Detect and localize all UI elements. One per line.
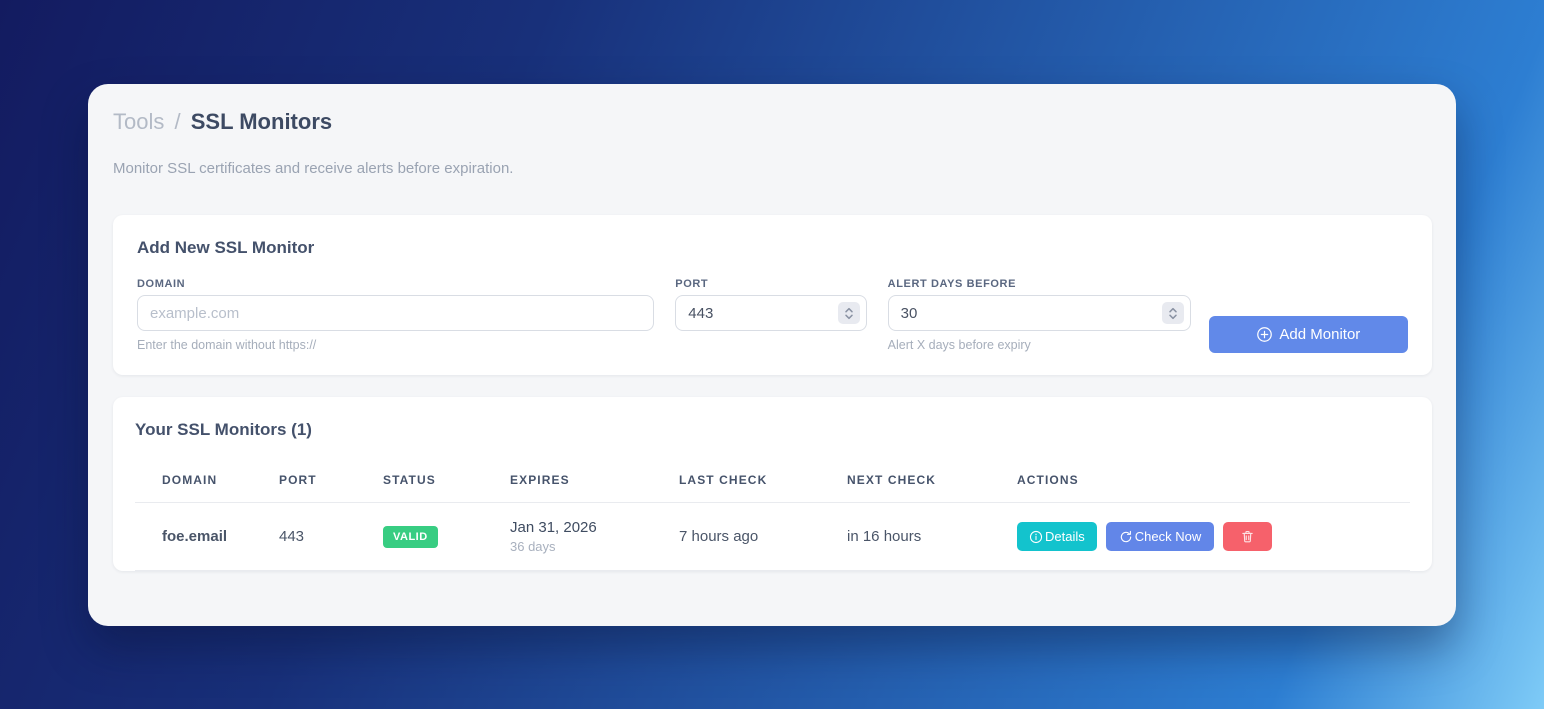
trash-icon: [1240, 529, 1255, 544]
add-monitor-button[interactable]: Add Monitor: [1208, 316, 1409, 353]
domain-input[interactable]: [137, 295, 655, 331]
column-header-expires: EXPIRES: [510, 445, 679, 503]
expires-days-remaining: 36 days: [510, 539, 556, 554]
column-header-actions: ACTIONS: [1017, 445, 1410, 503]
main-card: Tools / SSL Monitors Monitor SSL certifi…: [88, 84, 1456, 626]
check-now-button[interactable]: Check Now: [1105, 522, 1215, 551]
alert-days-label: ALERT DAYS BEFORE: [887, 278, 1017, 290]
breadcrumb-separator: /: [174, 109, 181, 134]
alert-days-field-group: ALERT DAYS BEFORE Alert X days before ex…: [887, 277, 1191, 353]
monitor-port: 443: [279, 502, 383, 571]
column-header-domain: DOMAIN: [135, 445, 279, 503]
chevron-up-down-icon: [844, 307, 853, 319]
refresh-icon: [1119, 530, 1133, 544]
port-input[interactable]: [675, 295, 867, 331]
monitor-domain: foe.email: [135, 502, 279, 571]
monitors-table: DOMAIN PORT STATUS EXPIRES LAST CHECK NE…: [135, 445, 1410, 571]
alert-days-hint: Alert X days before expiry: [887, 338, 1031, 352]
info-circle-icon: [1029, 530, 1043, 544]
domain-label: DOMAIN: [137, 278, 186, 290]
table-header-row: DOMAIN PORT STATUS EXPIRES LAST CHECK NE…: [135, 445, 1410, 503]
status-badge: VALID: [383, 525, 438, 548]
add-monitor-form: DOMAIN Enter the domain without https://…: [137, 277, 1409, 353]
add-monitor-card: Add New SSL Monitor DOMAIN Enter the dom…: [113, 215, 1432, 375]
details-button[interactable]: Details: [1017, 522, 1097, 551]
column-header-next-check: NEXT CHECK: [847, 445, 1017, 503]
delete-button[interactable]: [1223, 522, 1273, 551]
next-check-time: in 16 hours: [847, 502, 1017, 571]
last-check-time: 7 hours ago: [679, 502, 847, 571]
alert-days-input[interactable]: [887, 295, 1191, 331]
table-row: foe.email 443 VALID Jan 31, 2026 36 days…: [135, 502, 1410, 571]
domain-hint: Enter the domain without https://: [137, 338, 317, 352]
plus-circle-icon: [1256, 326, 1273, 343]
port-label: PORT: [675, 278, 709, 290]
breadcrumb-section-tools[interactable]: Tools: [113, 109, 165, 134]
page-title: SSL Monitors: [190, 109, 333, 134]
monitors-card: Your SSL Monitors (1) DOMAIN PORT STATUS…: [113, 397, 1432, 571]
add-card-title: Add New SSL Monitor: [137, 238, 315, 257]
port-field-group: PORT: [675, 277, 867, 331]
column-header-port: PORT: [279, 445, 383, 503]
check-now-button-label: Check Now: [1134, 529, 1202, 544]
port-spinner[interactable]: [837, 302, 860, 324]
expires-date: Jan 31, 2026: [510, 519, 597, 536]
page-subtitle: Monitor SSL certificates and receive ale…: [113, 160, 514, 177]
breadcrumb: Tools / SSL Monitors: [113, 110, 1432, 134]
column-header-last-check: LAST CHECK: [679, 445, 847, 503]
column-header-status: STATUS: [383, 445, 510, 503]
details-button-label: Details: [1045, 529, 1085, 544]
chevron-up-down-icon: [1168, 307, 1177, 319]
domain-field-group: DOMAIN Enter the domain without https://: [137, 277, 655, 353]
alert-days-spinner[interactable]: [1161, 302, 1184, 324]
monitors-card-title: Your SSL Monitors (1): [135, 420, 312, 439]
row-actions: Details Check Now: [1017, 522, 1410, 551]
add-monitor-button-label: Add Monitor: [1279, 326, 1361, 343]
